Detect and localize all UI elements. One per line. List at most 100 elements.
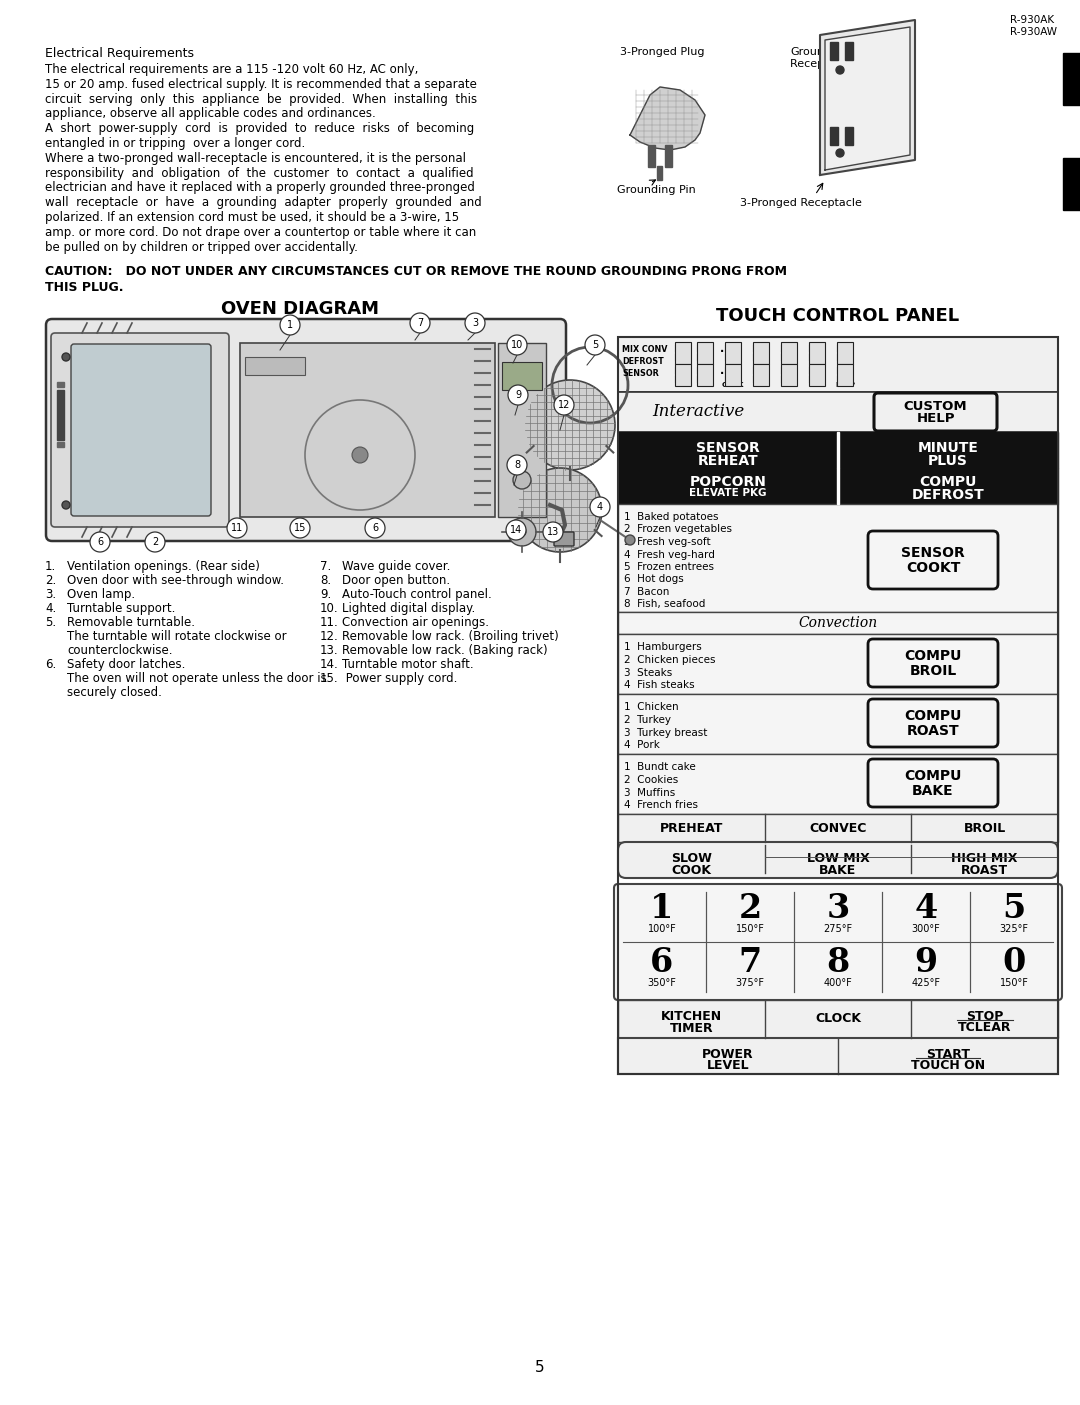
Bar <box>240 343 495 517</box>
Bar <box>675 364 691 386</box>
Bar <box>697 364 713 386</box>
Circle shape <box>507 455 527 475</box>
Text: Turntable motor shaft.: Turntable motor shaft. <box>342 658 474 672</box>
Text: 3  Turkey breast: 3 Turkey breast <box>624 728 707 738</box>
Text: PLUS: PLUS <box>928 454 968 468</box>
Text: 1: 1 <box>650 892 674 926</box>
Bar <box>665 145 672 167</box>
Text: LEVEL: LEVEL <box>706 1059 750 1072</box>
Text: 14: 14 <box>510 525 522 535</box>
Text: ·: · <box>719 365 725 385</box>
FancyBboxPatch shape <box>868 700 998 747</box>
Bar <box>502 362 542 391</box>
Text: BROIL: BROIL <box>909 665 957 679</box>
Text: SLOW: SLOW <box>671 851 712 865</box>
Text: 2  Turkey: 2 Turkey <box>624 715 671 725</box>
Text: 100°F: 100°F <box>648 924 676 934</box>
Text: CLOCK: CLOCK <box>815 1013 861 1026</box>
Bar <box>618 504 1058 613</box>
Text: 10.: 10. <box>320 601 339 615</box>
Text: STOP: STOP <box>966 1010 1003 1023</box>
Text: ROAST: ROAST <box>907 724 959 738</box>
Bar <box>845 126 853 145</box>
Text: 4  Pork: 4 Pork <box>624 740 660 750</box>
Text: electrician and have it replaced with a properly grounded three-pronged: electrician and have it replaced with a … <box>45 181 475 194</box>
Text: Turntable support.: Turntable support. <box>67 601 175 615</box>
Text: LBS: LBS <box>754 382 768 388</box>
Bar <box>831 126 838 145</box>
Text: 13: 13 <box>546 527 559 537</box>
Text: wall  receptacle  or  have  a  grounding  adapter  properly  grounded  and: wall receptacle or have a grounding adap… <box>45 197 482 209</box>
Text: Convection air openings.: Convection air openings. <box>342 615 489 629</box>
Circle shape <box>625 535 635 545</box>
FancyBboxPatch shape <box>51 333 229 527</box>
Circle shape <box>518 528 526 535</box>
Bar <box>648 145 654 167</box>
Text: Grounded: Grounded <box>789 46 846 58</box>
Text: Wave guide cover.: Wave guide cover. <box>342 561 450 573</box>
Text: 4  French fries: 4 French fries <box>624 801 698 811</box>
Text: 7: 7 <box>739 947 761 979</box>
Text: 350°F: 350°F <box>648 978 676 988</box>
Text: COOKT: COOKT <box>906 561 960 575</box>
Bar <box>618 613 1058 634</box>
Circle shape <box>513 471 531 489</box>
Text: TIMER: TIMER <box>670 1021 713 1035</box>
Bar <box>837 364 853 386</box>
Bar <box>618 392 1058 431</box>
Text: 3.: 3. <box>45 589 56 601</box>
Text: Interactive: Interactive <box>652 403 744 420</box>
FancyBboxPatch shape <box>618 842 1058 878</box>
Text: 8  Fish, seafood: 8 Fish, seafood <box>624 600 705 610</box>
Text: CUSTOM: CUSTOM <box>904 399 968 413</box>
Circle shape <box>291 518 310 538</box>
Text: Receptacle Box: Receptacle Box <box>789 59 876 69</box>
Circle shape <box>90 532 110 552</box>
Text: BAKE: BAKE <box>820 864 856 877</box>
Text: securely closed.: securely closed. <box>67 686 162 700</box>
Text: responsibility  and  obligation  of  the  customer  to  contact  a  qualified: responsibility and obligation of the cus… <box>45 167 474 180</box>
Text: Power supply cord.: Power supply cord. <box>342 672 457 686</box>
Circle shape <box>508 518 536 547</box>
Bar <box>1063 53 1080 105</box>
FancyBboxPatch shape <box>46 319 566 541</box>
Text: A  short  power-supply  cord  is  provided  to  reduce  risks  of  becoming: A short power-supply cord is provided to… <box>45 122 474 135</box>
Text: R-930AW: R-930AW <box>1010 27 1057 37</box>
Circle shape <box>280 315 300 334</box>
Text: 8: 8 <box>826 947 850 979</box>
Bar <box>753 364 769 386</box>
Text: 6: 6 <box>372 523 378 532</box>
Text: 4  Fresh veg-hard: 4 Fresh veg-hard <box>624 549 715 559</box>
Circle shape <box>62 502 70 509</box>
Text: The turntable will rotate clockwise or: The turntable will rotate clockwise or <box>67 629 286 643</box>
Text: 4: 4 <box>915 892 937 926</box>
Text: 5: 5 <box>1002 892 1026 926</box>
Text: 1  Baked potatoes: 1 Baked potatoes <box>624 511 718 523</box>
Text: Ventilation openings. (Rear side): Ventilation openings. (Rear side) <box>67 561 260 573</box>
Text: 2  Frozen vegetables: 2 Frozen vegetables <box>624 524 732 534</box>
Text: Convection: Convection <box>798 615 878 629</box>
Text: CAUTION:   DO NOT UNDER ANY CIRCUMSTANCES CUT OR REMOVE THE ROUND GROUNDING PRON: CAUTION: DO NOT UNDER ANY CIRCUMSTANCES … <box>45 266 787 278</box>
Text: 5: 5 <box>592 340 598 350</box>
Text: Oven door with see-through window.: Oven door with see-through window. <box>67 575 284 587</box>
Text: POWER: POWER <box>702 1048 754 1061</box>
Bar <box>245 357 305 375</box>
Circle shape <box>145 532 165 552</box>
Text: DEFROST: DEFROST <box>912 488 984 502</box>
Text: 5: 5 <box>536 1360 544 1374</box>
Text: 300°F: 300°F <box>912 924 941 934</box>
Bar <box>837 468 839 504</box>
Polygon shape <box>630 87 705 150</box>
Text: 7  Bacon: 7 Bacon <box>624 587 670 597</box>
FancyBboxPatch shape <box>615 884 1062 1000</box>
Text: counterclockwise.: counterclockwise. <box>67 643 173 658</box>
Text: REHEAT: REHEAT <box>698 454 758 468</box>
Bar <box>831 42 838 60</box>
Text: HELP: HELP <box>916 413 955 426</box>
Text: 11: 11 <box>231 523 243 532</box>
Text: 6.: 6. <box>45 658 56 672</box>
Text: 4: 4 <box>597 502 603 511</box>
Text: HELP: HELP <box>835 382 855 388</box>
Text: 15.: 15. <box>320 672 339 686</box>
Bar <box>57 443 64 447</box>
